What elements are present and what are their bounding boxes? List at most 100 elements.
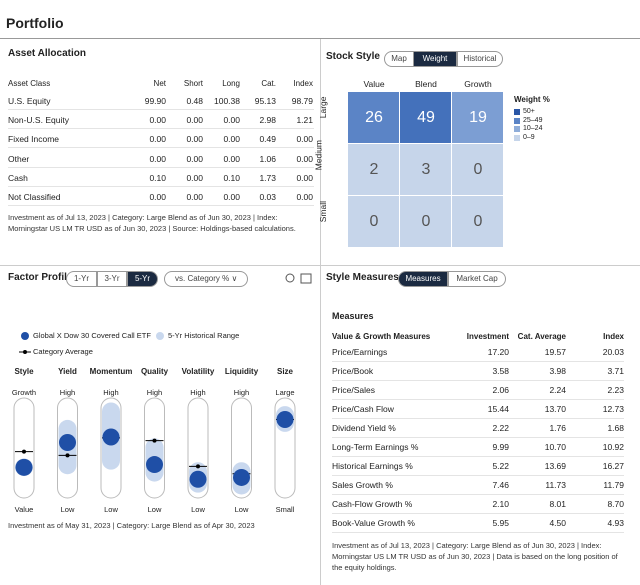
factor-top-label: Growth <box>11 388 37 397</box>
cell-value: 9.99 <box>492 442 509 452</box>
cell-value: 3.98 <box>549 366 566 376</box>
column-header: Net <box>153 79 166 88</box>
row-rule <box>332 475 624 476</box>
legend-label: Category Average <box>33 347 93 356</box>
cell-value: 7.46 <box>492 480 509 490</box>
dropdown[interactable]: vs. Category % ∨ <box>164 271 249 287</box>
cell-value: 13.70 <box>544 404 566 414</box>
cell-value: 13.69 <box>544 461 566 471</box>
row-rule <box>332 437 624 438</box>
table-icon <box>300 273 312 284</box>
tab[interactable]: 1-Yr <box>66 271 97 287</box>
factor-bottom-label: Low <box>104 505 118 514</box>
factor-name: Quality <box>140 367 169 376</box>
tab[interactable]: Weight <box>413 51 457 67</box>
cell-value: 1.73 <box>259 172 276 183</box>
cell-value: 0.00 <box>149 134 166 145</box>
footnote: Morningstar US LM TR USD as of Jun 30, 2… <box>8 224 296 233</box>
row-label: U.S. Equity <box>8 96 51 106</box>
cell-value: 0.00 <box>296 172 313 183</box>
page-title: Portfolio <box>6 15 64 31</box>
cell-value: 17.20 <box>487 347 509 357</box>
cell-value: 95.13 <box>254 96 276 106</box>
section-title: Asset Allocation <box>8 48 86 59</box>
cell-value: 0.00 <box>223 192 240 202</box>
cell-value: 0.49 <box>259 134 276 145</box>
tab[interactable]: 3-Yr <box>97 271 127 287</box>
style-cell <box>452 92 503 143</box>
tab[interactable]: 5-Yr <box>127 271 158 287</box>
cell-value: 26 <box>365 109 383 126</box>
cell-value: 20.03 <box>602 347 624 357</box>
row-header: Small <box>318 200 329 223</box>
horizontal-divider <box>0 265 640 266</box>
fund-dot <box>233 468 250 486</box>
row-label: Book-Value Growth % <box>332 518 415 528</box>
fund-dot <box>59 433 76 451</box>
footnote: the equity holdings. <box>332 563 397 572</box>
row-label: Other <box>8 153 30 164</box>
cell-value: 3 <box>421 161 431 178</box>
row-rule <box>8 205 314 206</box>
row-label: Dividend Yield % <box>332 423 396 433</box>
cell-value: 15.44 <box>487 404 509 414</box>
tab[interactable]: Historical <box>457 51 503 67</box>
cell-value: 0 <box>421 213 431 230</box>
column-header: Asset Class <box>8 79 51 88</box>
row-label: Cash <box>8 172 28 183</box>
cell-value: 0.00 <box>186 153 203 164</box>
row-rule <box>332 380 624 381</box>
cell-value: 0.10 <box>149 172 166 183</box>
category-dot <box>22 449 26 454</box>
cell-value: 19.57 <box>544 347 566 357</box>
tab[interactable]: Market Cap <box>448 271 506 287</box>
row-label: Long-Term Earnings % <box>332 442 419 452</box>
cell-value: 99.90 <box>144 96 166 106</box>
legend-range-dot <box>156 332 164 340</box>
row-rule <box>332 513 624 514</box>
legend-category-dot <box>23 350 27 354</box>
factor-bottom-label: Small <box>275 505 295 514</box>
cell-value: 1.21 <box>296 115 313 126</box>
category-dot <box>65 453 70 458</box>
section-title: Style Measures <box>326 272 399 283</box>
fund-dot <box>15 458 33 476</box>
factor-name: Size <box>276 367 294 376</box>
cell-value: 8.70 <box>607 499 624 509</box>
footnote: Morningstar US LM TR USD as of Jun 30, 2… <box>332 552 618 561</box>
column-header: Value & Growth Measures <box>332 332 431 341</box>
cell-value: 0.00 <box>296 134 313 145</box>
legend-swatch <box>514 109 520 115</box>
style-cell <box>400 92 451 143</box>
cell-value: 4.50 <box>549 518 566 528</box>
cell-value: 0.00 <box>186 192 203 202</box>
row-label: Price/Cash Flow <box>332 404 394 414</box>
legend-label: 0–9 <box>523 133 535 141</box>
column-header: Investment <box>466 332 509 341</box>
factor-track <box>13 397 35 499</box>
cell-value: 0 <box>473 161 483 178</box>
tab[interactable]: Measures <box>398 271 448 287</box>
cell-value: 1.06 <box>259 153 276 164</box>
cell-value: 3.58 <box>492 366 509 376</box>
factor-top-label: High <box>190 388 206 397</box>
row-rule <box>8 166 314 168</box>
cell-value: 0.00 <box>186 134 203 145</box>
footnote: Investment as of May 31, 2023 | Category… <box>8 521 255 530</box>
row-label: Fixed Income <box>8 134 60 145</box>
tab[interactable]: Map <box>384 51 414 67</box>
row-rule <box>332 399 624 400</box>
row-label: Sales Growth % <box>332 480 393 490</box>
cell-value: 12.73 <box>602 404 624 414</box>
fund-dot <box>276 410 294 428</box>
cell-value: 0.03 <box>259 192 276 202</box>
row-label: Historical Earnings % <box>332 461 413 471</box>
legend-label: 25–49 <box>523 116 543 124</box>
factor-bottom-label: Low <box>191 505 205 514</box>
cell-value: 0.00 <box>296 192 313 202</box>
factor-name: Volatility <box>181 367 215 376</box>
column-header: Value <box>363 79 385 89</box>
style-cell <box>348 92 399 143</box>
